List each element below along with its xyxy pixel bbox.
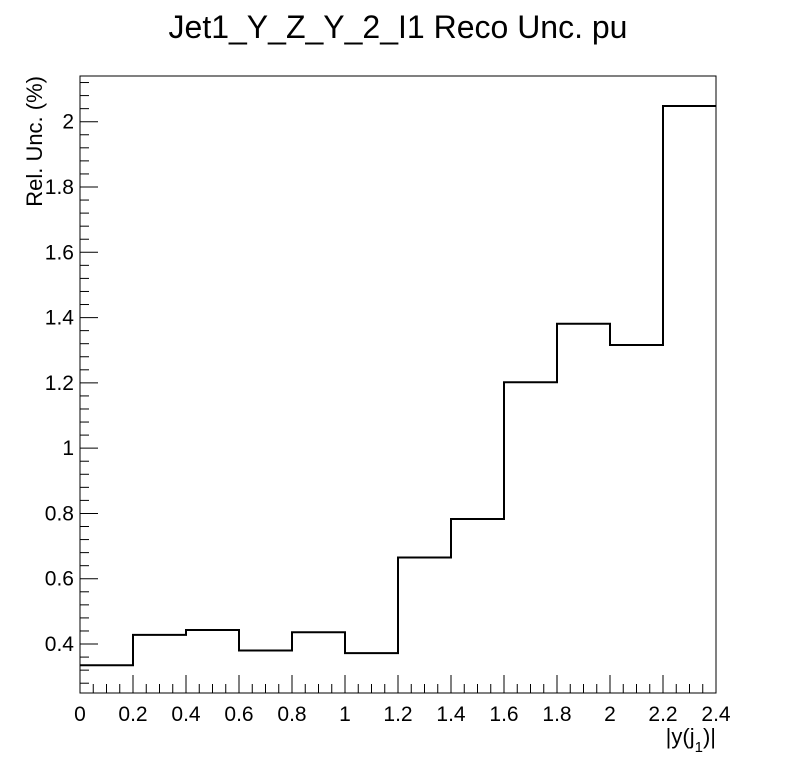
x-tick-label: 2.4: [701, 703, 731, 726]
y-tick-label: 0.4: [45, 633, 75, 656]
histogram-bin: [398, 558, 451, 693]
x-tick-label: 1.4: [436, 703, 466, 726]
y-tick-label: 0.8: [45, 502, 74, 525]
x-axis-label-close: )|: [703, 724, 716, 749]
y-tick-label: 2: [62, 111, 74, 134]
x-tick-label: 0: [74, 703, 86, 726]
ticks: [79, 82, 717, 693]
x-tick-label: 0.2: [118, 703, 147, 726]
y-tick-label: 0.6: [45, 568, 74, 591]
histogram-bin: [292, 632, 345, 693]
y-tick-label: 1.6: [45, 241, 74, 264]
x-tick-label: 2.2: [648, 703, 677, 726]
x-axis-label-subscript: 1: [695, 739, 703, 756]
y-tick-label: 1: [62, 437, 74, 460]
x-axis-label: |y(j1)|: [666, 724, 716, 756]
x-tick-label: 2: [604, 703, 616, 726]
histogram-bin: [663, 106, 716, 693]
histogram-bin: [610, 345, 663, 693]
x-axis-label-main: |y(j: [666, 724, 695, 749]
x-tick-label: 0.6: [224, 703, 253, 726]
x-tick-label: 0.4: [171, 703, 201, 726]
x-tick-label: 1.8: [542, 703, 571, 726]
tick-labels: 0 0.2 0.4 0.6 0.8 1 1.2 1.4 1.6 1.8 2 2.2 2.4 0.4 0.6 0…: [45, 111, 731, 726]
x-tick-label: 1.2: [383, 703, 412, 726]
y-axis-label: Rel. Unc. (%): [22, 76, 47, 207]
histogram-bin: [186, 630, 239, 693]
x-tick-label: 1: [339, 703, 351, 726]
histogram-bin: [451, 519, 504, 693]
x-tick-label: 0.8: [277, 703, 306, 726]
y-tick-label: 1.8: [45, 176, 74, 199]
histogram-step-line: [80, 105, 716, 667]
histogram-bin: [557, 324, 610, 693]
x-tick-label: 1.6: [489, 703, 518, 726]
chart-title: Jet1_Y_Z_Y_2_I1 Reco Unc. pu: [169, 9, 628, 45]
y-tick-label: 1.2: [45, 372, 74, 395]
histogram-bin: [504, 382, 557, 693]
y-tick-label: 1.4: [45, 307, 75, 330]
